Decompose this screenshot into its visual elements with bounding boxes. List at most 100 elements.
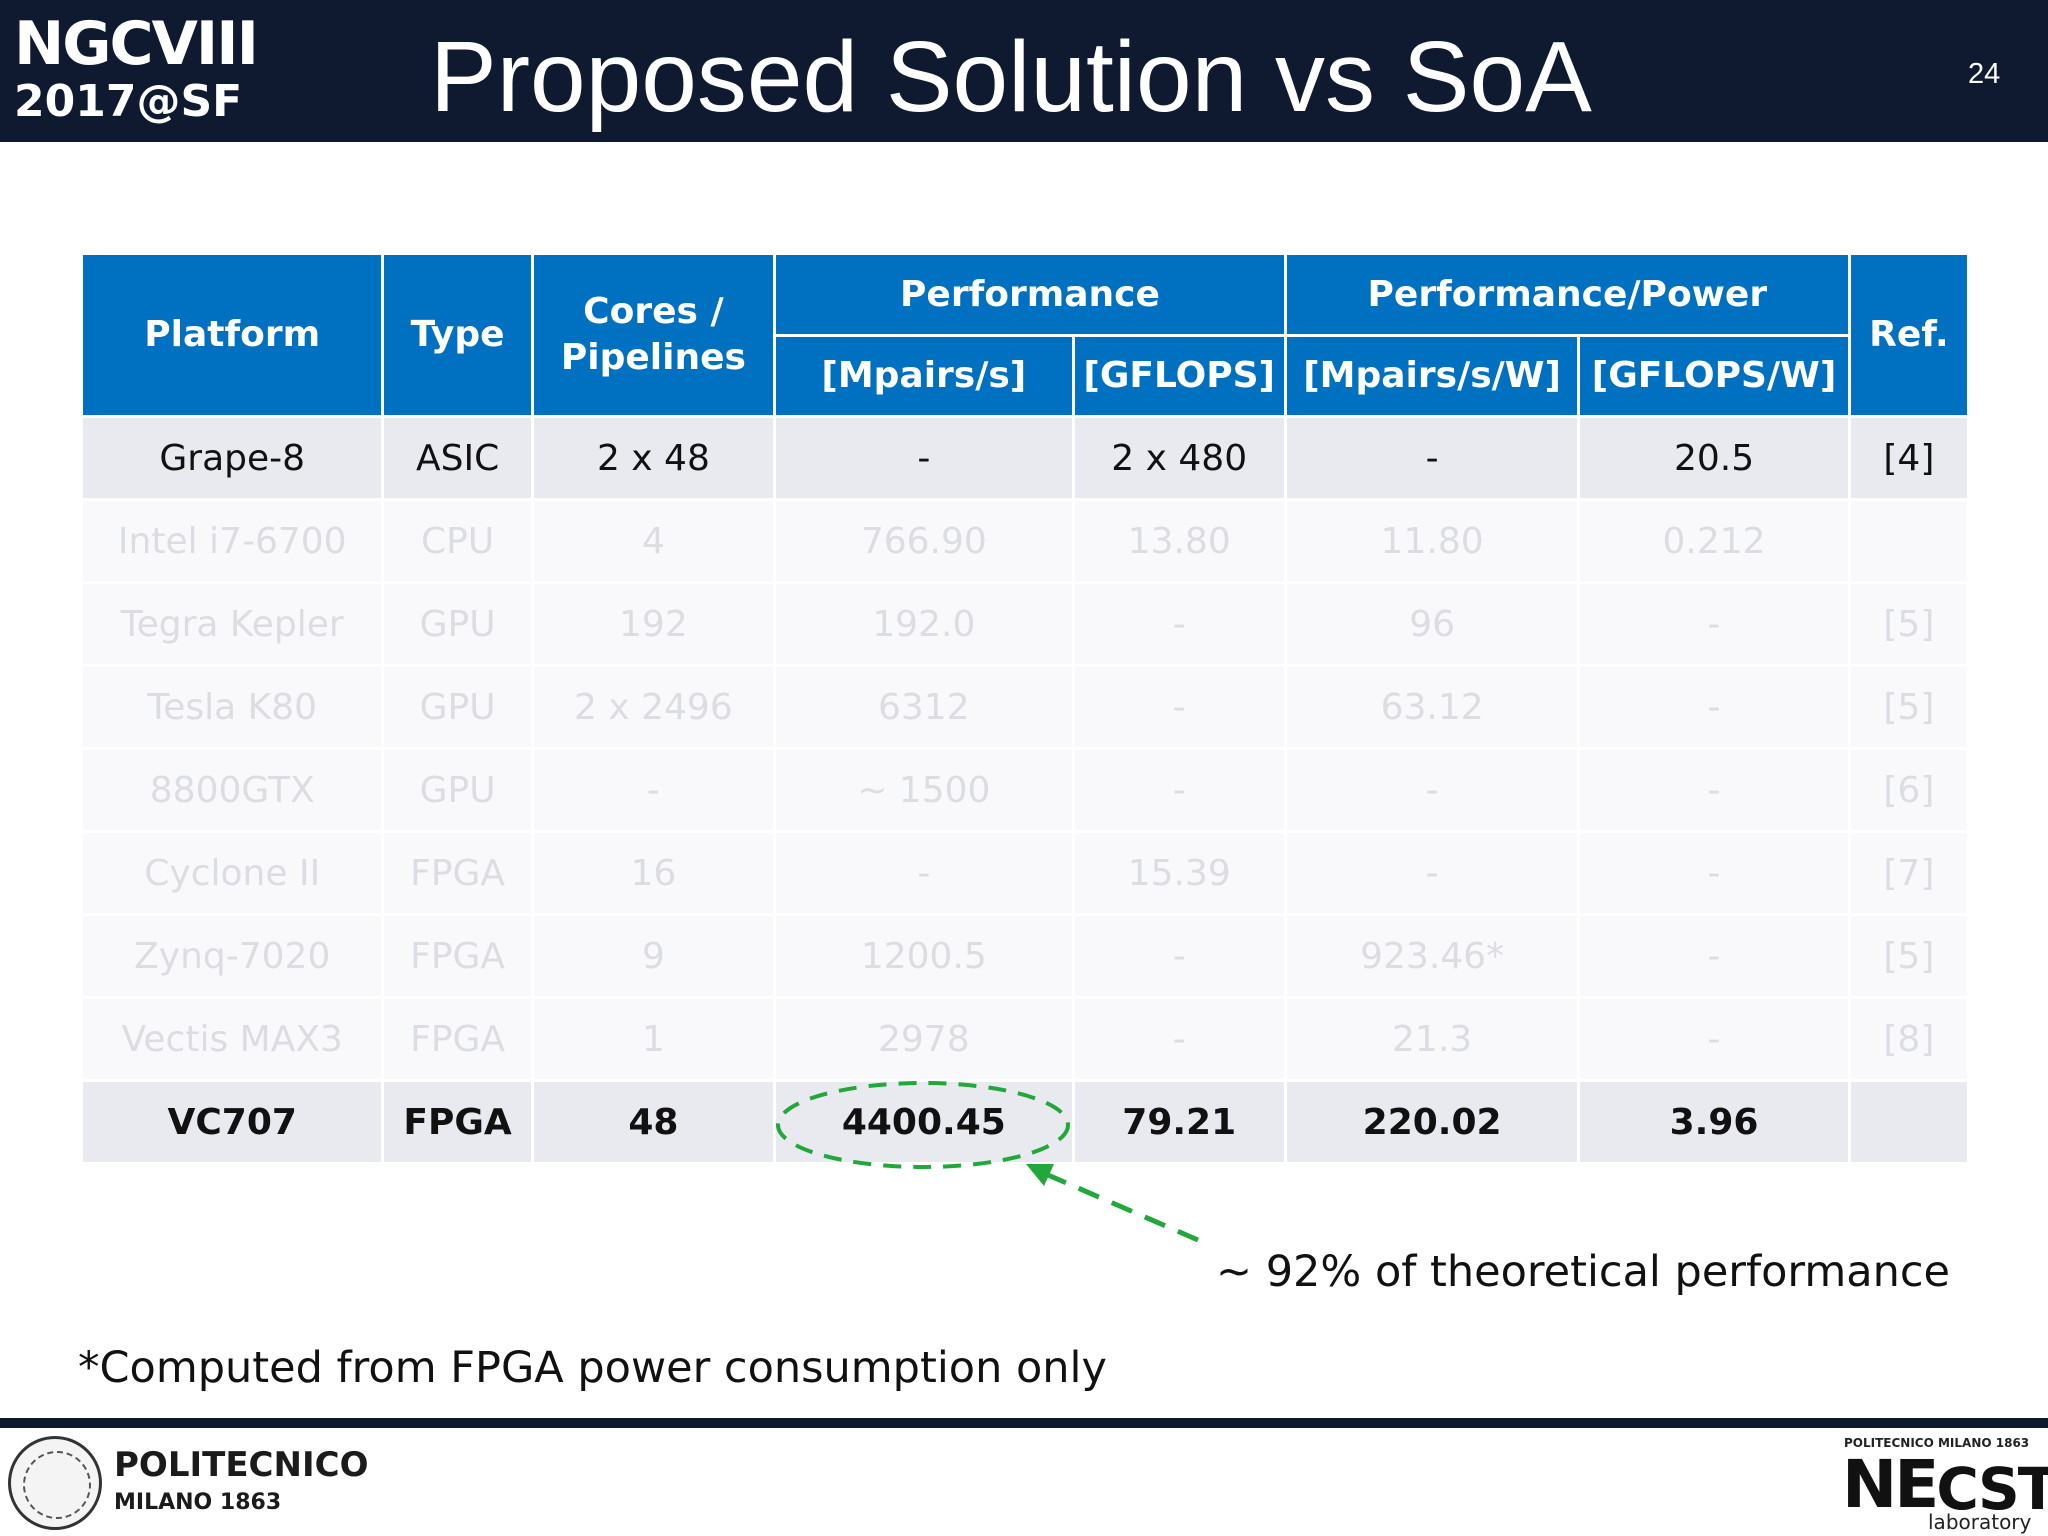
cell-mpairs-per-watt: 11.80 [1286, 501, 1578, 581]
table-row: Tegra Kepler GPU 192 192.0-96- [5] [83, 584, 1967, 664]
cell-ref: [4] [1850, 418, 1967, 498]
cell-ref: [5] [1850, 916, 1967, 996]
header-gflops-per-watt: [GFLOPS/W] [1580, 337, 1848, 415]
cell-platform: Vectis MAX3 [83, 999, 382, 1079]
cell-type: CPU [384, 501, 531, 581]
cell-type: FPGA [384, 1082, 531, 1162]
comparison-table-wrapper: Platform Type Cores / Pipelines Performa… [80, 252, 1970, 1165]
cell-mpairs-per-watt: 63.12 [1286, 667, 1578, 747]
cell-gflops-per-watt: 0.212 [1580, 501, 1848, 581]
slide-title: Proposed Solution vs SoA [430, 21, 1592, 133]
cell-gflops-per-watt: 20.5 [1580, 418, 1848, 498]
necst-logo-ne: NE [1842, 1446, 1939, 1523]
cell-mpairs-per-watt: - [1286, 833, 1578, 913]
cell-gflops: - [1074, 999, 1284, 1079]
cell-gflops-per-watt: - [1580, 999, 1848, 1079]
cell-platform: Grape-8 [83, 418, 382, 498]
cell-ref [1850, 1082, 1967, 1162]
cell-mpairs-per-watt: 21.3 [1286, 999, 1578, 1079]
header-ref: Ref. [1850, 255, 1967, 415]
conference-logo: NGCVIII 2017@SF [14, 14, 259, 127]
cell-gflops: - [1074, 667, 1284, 747]
cell-platform: Tesla K80 [83, 667, 382, 747]
comparison-table: Platform Type Cores / Pipelines Performa… [80, 252, 1970, 1165]
polimi-seal-icon [8, 1436, 102, 1530]
slide-header: NGCVIII 2017@SF Proposed Solution vs SoA… [0, 0, 2048, 142]
cell-type: FPGA [384, 999, 531, 1079]
cell-mpairs-per-watt: 923.46* [1286, 916, 1578, 996]
cell-ref: [5] [1850, 667, 1967, 747]
cell-cores: 2 x 48 [533, 418, 774, 498]
header-performance-power: Performance/Power [1286, 255, 1848, 334]
cell-type: FPGA [384, 916, 531, 996]
cell-gflops-per-watt: - [1580, 667, 1848, 747]
header-mpairs-per-watt: [Mpairs/s/W] [1286, 337, 1578, 415]
polimi-subtitle: MILANO 1863 [114, 1490, 282, 1515]
cell-platform: Tegra Kepler [83, 584, 382, 664]
cell-gflops-per-watt: 3.96 [1580, 1082, 1848, 1162]
header-gflops: [GFLOPS] [1074, 337, 1284, 415]
table-row: Grape-8 ASIC 2 x 48-2 x 480-20.5 [4] [83, 418, 1967, 498]
cell-mpairs: - [776, 833, 1072, 913]
cell-type: GPU [384, 584, 531, 664]
cell-mpairs-per-watt: 96 [1286, 584, 1578, 664]
cell-cores: 4 [533, 501, 774, 581]
necst-laboratory: laboratory [1928, 1510, 2032, 1534]
table-row: Tesla K80 GPU 2 x 2496 6312-63.12- [5] [83, 667, 1967, 747]
cell-platform: Zynq-7020 [83, 916, 382, 996]
cell-ref: [7] [1850, 833, 1967, 913]
cell-gflops-per-watt: - [1580, 916, 1848, 996]
cell-mpairs: 192.0 [776, 584, 1072, 664]
cell-type: GPU [384, 667, 531, 747]
cell-gflops: 2 x 480 [1074, 418, 1284, 498]
cell-mpairs: 6312 [776, 667, 1072, 747]
cell-mpairs: ~ 1500 [776, 750, 1072, 830]
header-platform: Platform [83, 255, 382, 415]
necst-affiliation: POLITECNICO MILANO 1863 [1844, 1436, 2030, 1450]
header-mpairs: [Mpairs/s] [776, 337, 1072, 415]
table-body: Grape-8 ASIC 2 x 48-2 x 480-20.5 [4] Intel i… [83, 418, 1967, 1162]
table-row: Zynq-7020 FPGA 9 1200.5-923.46* - [5] [83, 916, 1967, 996]
cell-gflops: - [1074, 916, 1284, 996]
cell-platform: Intel i7-6700 [83, 501, 382, 581]
cell-platform: Cyclone II [83, 833, 382, 913]
cell-gflops: 13.80 [1074, 501, 1284, 581]
cell-mpairs: - [776, 418, 1072, 498]
cell-cores: 16 [533, 833, 774, 913]
cell-type: GPU [384, 750, 531, 830]
highlight-arrow-line [1047, 1172, 1199, 1243]
footer-divider [0, 1418, 2048, 1428]
cell-gflops-per-watt: - [1580, 584, 1848, 664]
cell-gflops: - [1074, 584, 1284, 664]
cell-type: ASIC [384, 418, 531, 498]
cell-mpairs-per-watt: - [1286, 418, 1578, 498]
cell-mpairs-per-watt: - [1286, 750, 1578, 830]
cell-cores: - [533, 750, 774, 830]
cell-ref: [8] [1850, 999, 1967, 1079]
cell-cores: 48 [533, 1082, 774, 1162]
header-performance: Performance [776, 255, 1284, 334]
cell-gflops: 79.21 [1074, 1082, 1284, 1162]
table-row: Vectis MAX3 FPGA 1 2978-21.3- [8] [83, 999, 1967, 1079]
cell-gflops: 15.39 [1074, 833, 1284, 913]
table-row: Cyclone II FPGA 16-15.39- - [7] [83, 833, 1967, 913]
cell-type: FPGA [384, 833, 531, 913]
cell-cores: 2 x 2496 [533, 667, 774, 747]
header-cores: Cores / Pipelines [533, 255, 774, 415]
cell-ref: [5] [1850, 584, 1967, 664]
cell-gflops: - [1074, 750, 1284, 830]
table-row: Intel i7-6700 CPU 4 766.90 13.80 11.80 0.212 [83, 501, 1967, 581]
cell-cores: 1 [533, 999, 774, 1079]
page-number: 24 [1968, 58, 2001, 90]
footnote: *Computed from FPGA power consumption on… [78, 1343, 1107, 1393]
cell-mpairs: 4400.45 [776, 1082, 1072, 1162]
table-row: 8800GTX GPU - ~ 1500- - - [6] [83, 750, 1967, 830]
cell-gflops-per-watt: - [1580, 833, 1848, 913]
conference-logo-line2: 2017@SF [14, 76, 243, 127]
cell-cores: 9 [533, 916, 774, 996]
performance-annotation: ~ 92% of theoretical performance [1216, 1247, 1950, 1297]
cell-mpairs-per-watt: 220.02 [1286, 1082, 1578, 1162]
table-row: VC707 FPGA 48 4400.45 79.21 220.02 3.96 [83, 1082, 1967, 1162]
cell-platform: 8800GTX [83, 750, 382, 830]
highlight-arrow-head [1026, 1164, 1054, 1186]
